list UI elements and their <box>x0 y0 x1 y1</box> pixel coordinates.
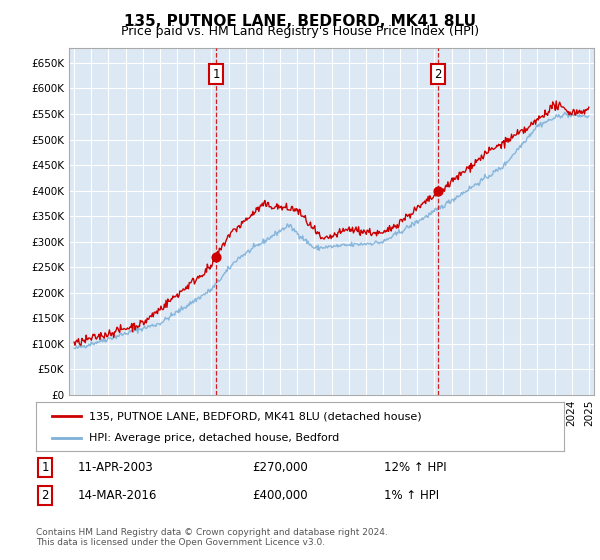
Text: Price paid vs. HM Land Registry's House Price Index (HPI): Price paid vs. HM Land Registry's House … <box>121 25 479 38</box>
Text: 1: 1 <box>212 68 220 81</box>
Text: 11-APR-2003: 11-APR-2003 <box>78 461 154 474</box>
Point <box>433 186 443 195</box>
Text: 12% ↑ HPI: 12% ↑ HPI <box>384 461 446 474</box>
Text: £270,000: £270,000 <box>252 461 308 474</box>
Text: 2: 2 <box>41 489 49 502</box>
Text: 1: 1 <box>41 461 49 474</box>
Text: 135, PUTNOE LANE, BEDFORD, MK41 8LU (detached house): 135, PUTNOE LANE, BEDFORD, MK41 8LU (det… <box>89 411 421 421</box>
Text: 135, PUTNOE LANE, BEDFORD, MK41 8LU: 135, PUTNOE LANE, BEDFORD, MK41 8LU <box>124 14 476 29</box>
Text: HPI: Average price, detached house, Bedford: HPI: Average price, detached house, Bedf… <box>89 433 339 444</box>
Text: 14-MAR-2016: 14-MAR-2016 <box>78 489 157 502</box>
Point <box>211 253 221 262</box>
Text: £400,000: £400,000 <box>252 489 308 502</box>
Text: 2: 2 <box>434 68 442 81</box>
Text: Contains HM Land Registry data © Crown copyright and database right 2024.
This d: Contains HM Land Registry data © Crown c… <box>36 528 388 547</box>
Text: 1% ↑ HPI: 1% ↑ HPI <box>384 489 439 502</box>
